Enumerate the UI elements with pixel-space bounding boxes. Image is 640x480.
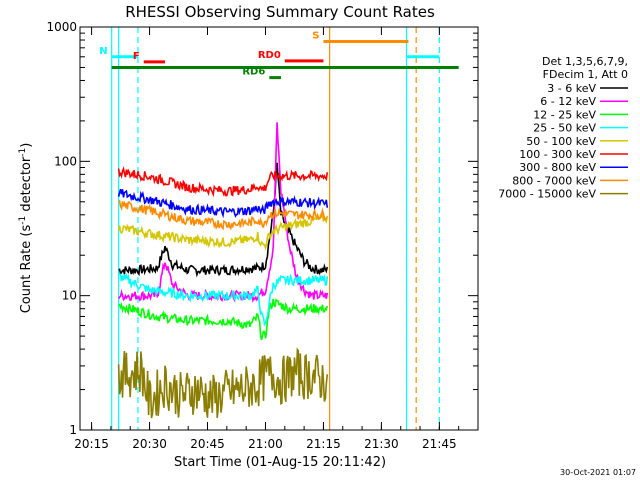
legend-label-0: 3 - 6 keV [547,82,596,95]
legend-label-8: 7000 - 15000 keV [498,188,596,201]
y-axis-label-sup2: -1 [18,148,28,157]
legend-label-3: 25 - 50 keV [533,122,596,135]
legend-header-1: Det 1,3,5,6,7,9, [542,55,628,68]
y-axis-label-part2: detector [19,156,34,216]
state-bar-label-0: N [99,46,107,57]
series-line-3 [118,272,329,327]
state-bar-label-3: RD0 [258,50,281,61]
legend-label-5: 100 - 300 keV [519,148,596,161]
y-axis-label-part1: Count Rate (s [19,225,34,314]
state-bar-label-2: F [133,51,140,62]
x-tick-label-3: 21:00 [248,437,283,451]
y-tick-label-3: 1000 [46,20,77,34]
x-ticks: 20:15 20:30 20:45 21:00 21:15 21:30 21:45 [74,27,460,451]
state-bar-label-5: RD6 [242,67,265,78]
y-tick-label-1: 10 [62,289,77,303]
legend-label-6: 300 - 800 keV [519,161,596,174]
legend-label-1: 6 - 12 keV [540,95,596,108]
x-tick-label-2: 20:45 [190,437,225,451]
x-tick-label-0: 20:15 [74,437,109,451]
legend: Det 1,3,5,6,7,9, FDecim 1, Att 0 3 - 6 k… [498,55,628,201]
legend-header-2: FDecim 1, Att 0 [543,68,628,81]
x-tick-label-6: 21:45 [422,437,457,451]
x-axis-label: Start Time (01-Aug-15 20:11:42) [174,455,386,470]
y-axis-label-part3: ) [19,143,34,148]
x-tick-label-5: 21:30 [364,437,399,451]
y-ticks: 1 10 100 1000 [46,20,478,437]
y-axis-label-sup1: -1 [18,216,28,225]
plot-frame [79,26,479,431]
x-tick-label-4: 21:15 [306,437,341,451]
plot-border [79,26,479,431]
series-line-0 [118,162,329,278]
y-axis-label: Count Rate (s-1 detector-1) [18,143,34,314]
y-tick-label-0: 1 [69,423,77,437]
series-group [117,122,329,419]
series-line-4 [117,211,329,251]
state-bars: N F RD0 S RD6 [99,30,459,80]
legend-label-4: 50 - 100 keV [526,135,596,148]
y-tick-label-2: 100 [54,154,77,168]
series-line-5 [117,166,329,198]
timestamp: 30-Oct-2021 01:07 [560,468,636,477]
series-line-6 [117,188,329,219]
legend-label-7: 800 - 7000 keV [512,174,596,187]
x-tick-label-1: 20:30 [132,437,167,451]
legend-label-2: 12 - 25 keV [533,108,596,121]
state-bar-label-4: S [312,30,319,41]
chart-title: RHESSI Observing Summary Count Rates [125,3,435,21]
series-line-2 [118,298,329,341]
series-line-8 [117,347,329,419]
series-line-7 [118,199,328,231]
